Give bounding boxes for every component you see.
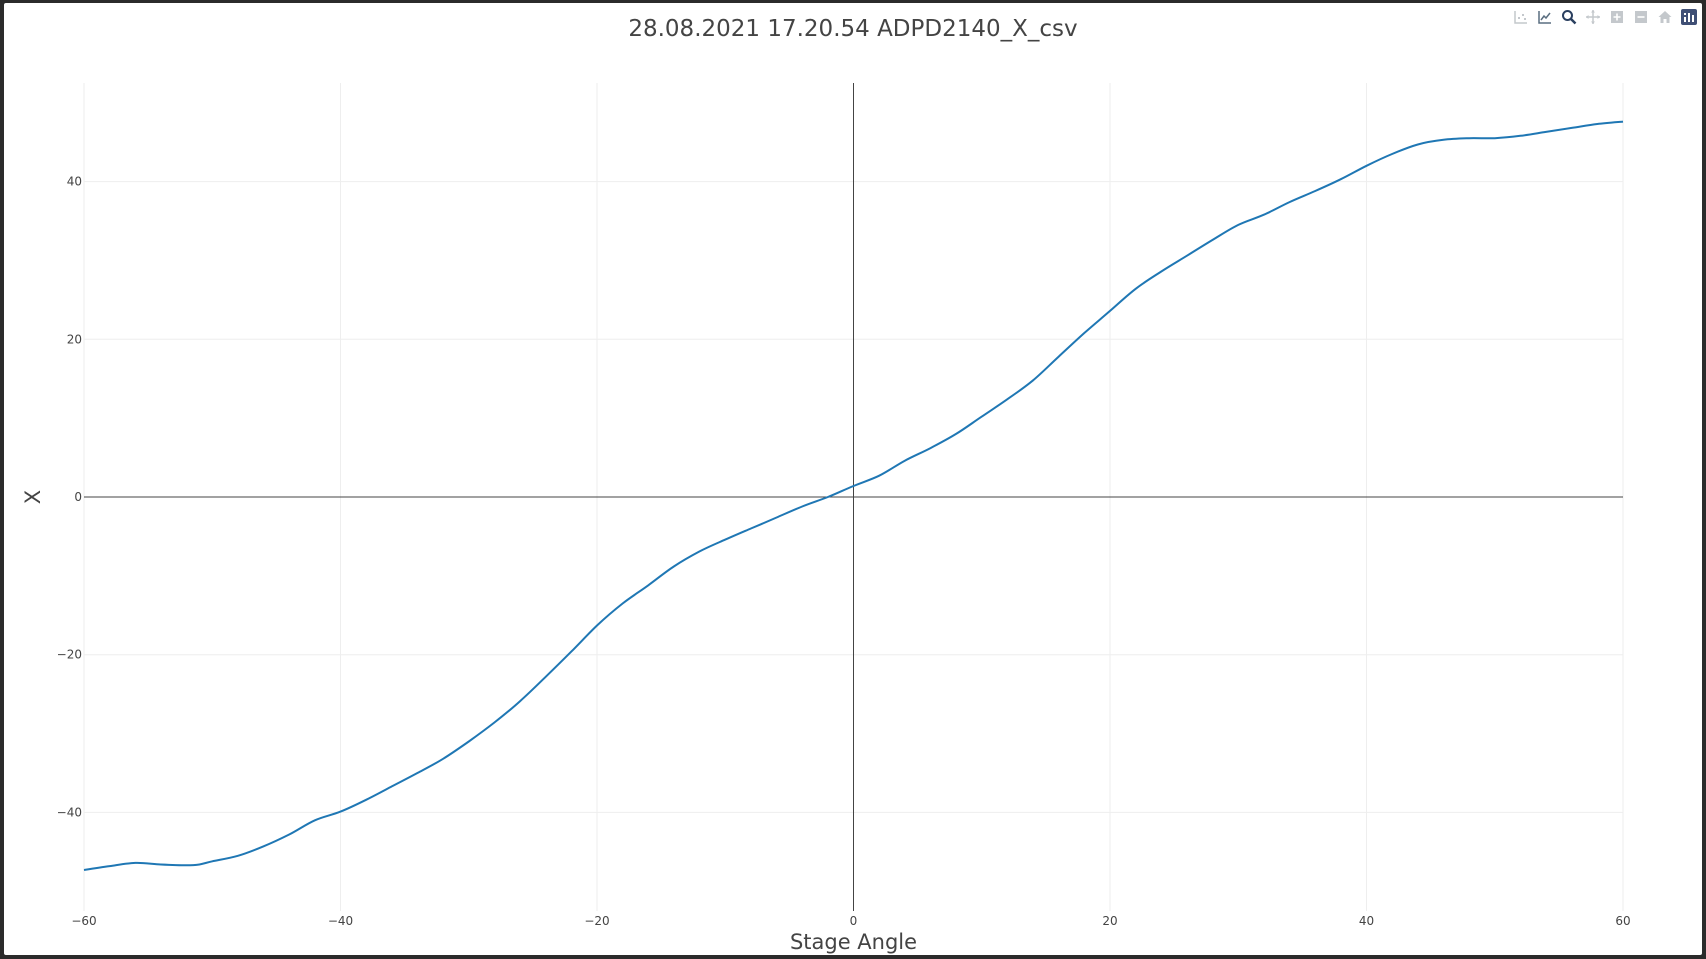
zoom-out-icon	[1635, 11, 1647, 23]
x-tick-label: 40	[1359, 914, 1374, 928]
reset-axes-button[interactable]	[1656, 8, 1674, 26]
x-tick-label: −60	[71, 914, 96, 928]
zoom-button[interactable]	[1560, 8, 1578, 26]
pan-button[interactable]	[1584, 8, 1602, 26]
plotly-logo-icon	[1681, 9, 1697, 25]
compare-data-icon	[1514, 11, 1527, 24]
pan-icon	[1586, 10, 1600, 24]
line-chart-icon	[1538, 11, 1551, 24]
x-tick-label: 0	[850, 914, 858, 928]
home-icon	[1658, 11, 1672, 23]
plotly-logo-button[interactable]	[1680, 8, 1698, 26]
zoom-in-icon	[1611, 11, 1623, 23]
line-chart-button[interactable]	[1536, 8, 1554, 26]
zero-lines	[84, 83, 1623, 911]
series-line	[83, 120, 1624, 871]
x-tick-label: 20	[1102, 914, 1117, 928]
y-tick-label: 20	[67, 332, 82, 346]
y-tick-label: −20	[57, 648, 82, 662]
x-tick-labels: −60 −40 −20 0 20 40 60	[71, 914, 1630, 928]
y-tick-label: 0	[74, 490, 82, 504]
zoom-out-button[interactable]	[1632, 8, 1650, 26]
x-tick-label: −40	[328, 914, 353, 928]
x-axis-title: Stage Angle	[790, 930, 917, 954]
modebar	[1512, 6, 1698, 28]
y-tick-label: −40	[57, 805, 82, 819]
x-tick-label: −20	[584, 914, 609, 928]
compare-data-button[interactable]	[1512, 8, 1530, 26]
zoom-icon	[1562, 10, 1577, 25]
chart-title: 28.08.2021 17.20.54 ADPD2140_X_csv	[628, 16, 1078, 42]
y-axis-title: X	[21, 490, 45, 504]
x-tick-label: 60	[1615, 914, 1630, 928]
y-tick-label: 40	[67, 175, 82, 189]
zoom-in-button[interactable]	[1608, 8, 1626, 26]
y-tick-labels: −40 −20 0 20 40	[57, 175, 82, 820]
